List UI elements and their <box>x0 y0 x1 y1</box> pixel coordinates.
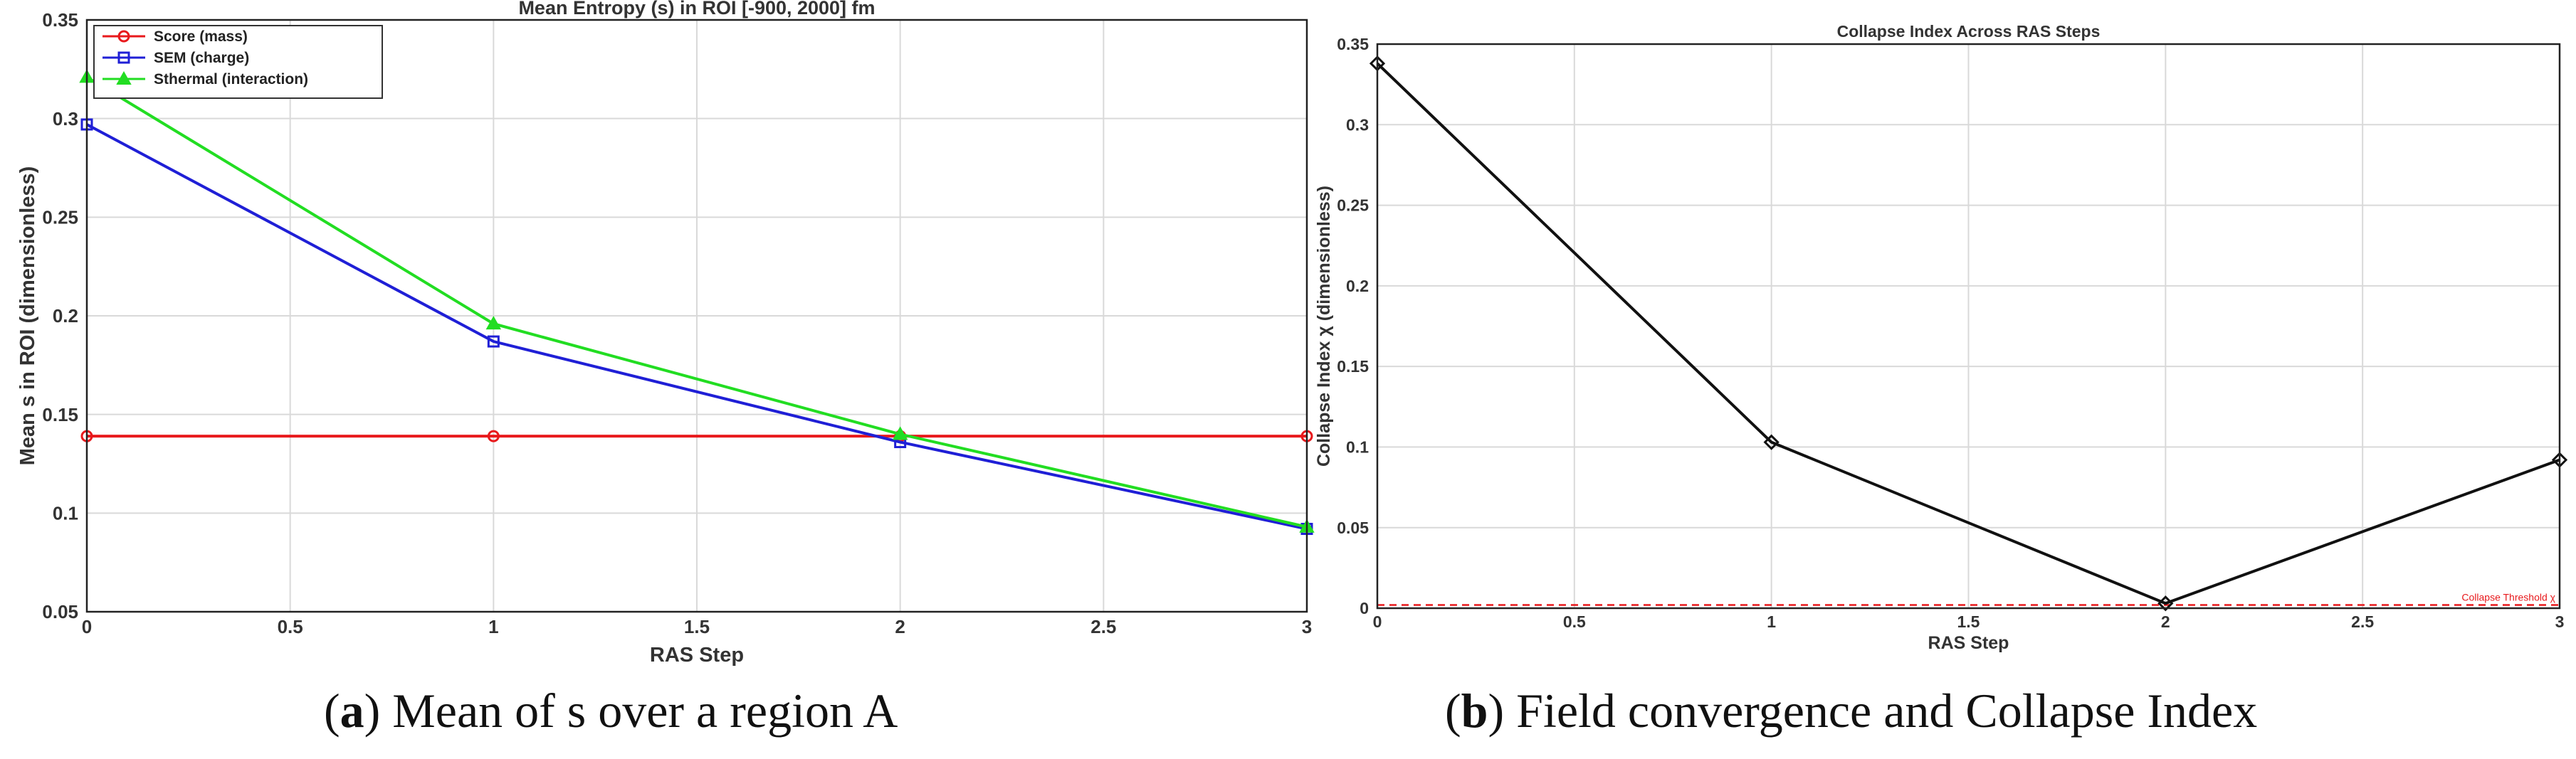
series-line <box>85 75 1308 529</box>
y-tick-label: 0 <box>1360 599 1369 617</box>
y-tick-label: 0.05 <box>1337 519 1369 537</box>
y-axis-label: Collapse Index χ (dimensionless) <box>1314 186 1334 467</box>
x-tick-label: 3 <box>2555 612 2565 631</box>
series-line <box>1376 62 2560 605</box>
data-point <box>487 335 500 348</box>
y-tick-label: 0.2 <box>1346 277 1369 295</box>
y-tick-label: 0.05 <box>42 601 78 622</box>
legend-label: Score (mass) <box>154 28 248 45</box>
x-tick-label: 0.5 <box>1563 612 1586 631</box>
data-point <box>485 316 502 330</box>
y-tick-label: 0.1 <box>53 502 78 524</box>
x-axis-label: RAS Step <box>650 644 744 667</box>
x-tick-label: 1.5 <box>684 616 710 637</box>
legend-marker <box>117 30 130 43</box>
legend-marker <box>116 70 132 85</box>
x-tick-label: 0 <box>82 616 92 637</box>
caption-b-letter: b <box>1461 684 1488 738</box>
x-tick-label: 2.5 <box>1090 616 1116 637</box>
series-2 <box>79 69 1315 533</box>
x-tick-label: 2.5 <box>2351 612 2374 631</box>
y-tick-label: 0.3 <box>1346 115 1369 134</box>
caption-a-text: ) Mean of s over a region A <box>364 684 898 738</box>
legend-label: Sthermal (interaction) <box>154 71 308 87</box>
x-tick-label: 1.5 <box>1957 612 1980 631</box>
x-tick-label: 1 <box>1767 612 1776 631</box>
axes-box <box>1376 43 2561 610</box>
axes-box <box>85 18 1308 613</box>
chart-title: Mean Entropy (s) in ROI [-900, 2000] fm <box>518 0 875 18</box>
legend: Score (mass) SEM (charge) Sthermal (intera… <box>93 25 383 99</box>
data-point <box>487 430 500 442</box>
threshold-label: Collapse Threshold χ <box>2461 591 2555 603</box>
x-tick-label: 0 <box>1373 612 1382 631</box>
data-point <box>1763 434 1779 450</box>
y-tick-label: 0.2 <box>53 305 78 327</box>
chart-title: Collapse Index Across RAS Steps <box>1837 22 2101 41</box>
x-tick-label: 2 <box>895 616 905 637</box>
caption-b: (b) Field convergence and Collapse Index <box>1445 684 2258 738</box>
x-tick-label: 1 <box>488 616 498 637</box>
y-axis-label: Mean s in ROI (dimensionless) <box>16 166 39 466</box>
caption-a-letter: a <box>340 684 364 738</box>
y-tick-label: 0.35 <box>1337 35 1369 53</box>
chart-a: 0 0.5 1 1.5 2 2.5 3 0.05 0.1 0.15 0.2 0.25 0.3 0.35 Me… <box>16 0 1315 667</box>
y-tick-label: 0.3 <box>53 108 78 129</box>
data-point <box>2157 595 2174 612</box>
x-tick-label: 0.5 <box>278 616 303 637</box>
y-tick-label: 0.15 <box>42 404 78 425</box>
series-line <box>86 123 1308 531</box>
x-tick-label: 3 <box>1302 616 1312 637</box>
caption-a: (a) Mean of s over a region A <box>324 684 898 738</box>
x-tick-label: 2 <box>2161 612 2170 631</box>
y-tick-label: 0.25 <box>42 206 78 228</box>
y-tick-label: 0.35 <box>42 9 78 31</box>
caption-b-text: ) Field convergence and Collapse Index <box>1488 684 2258 738</box>
data-point <box>892 426 908 440</box>
y-tick-label: 0.15 <box>1337 357 1369 376</box>
y-tick-label: 0.25 <box>1337 196 1369 215</box>
x-axis-label: RAS Step <box>1928 633 2009 653</box>
chart-b: Collapse Threshold χ 0 0.5 1 1.5 2 2.5 3 0 0.05 0.… <box>1314 22 2568 653</box>
legend-marker <box>117 51 130 64</box>
legend-label: SEM (charge) <box>154 50 249 66</box>
y-tick-label: 0.1 <box>1346 437 1369 456</box>
legend-box <box>93 25 383 99</box>
